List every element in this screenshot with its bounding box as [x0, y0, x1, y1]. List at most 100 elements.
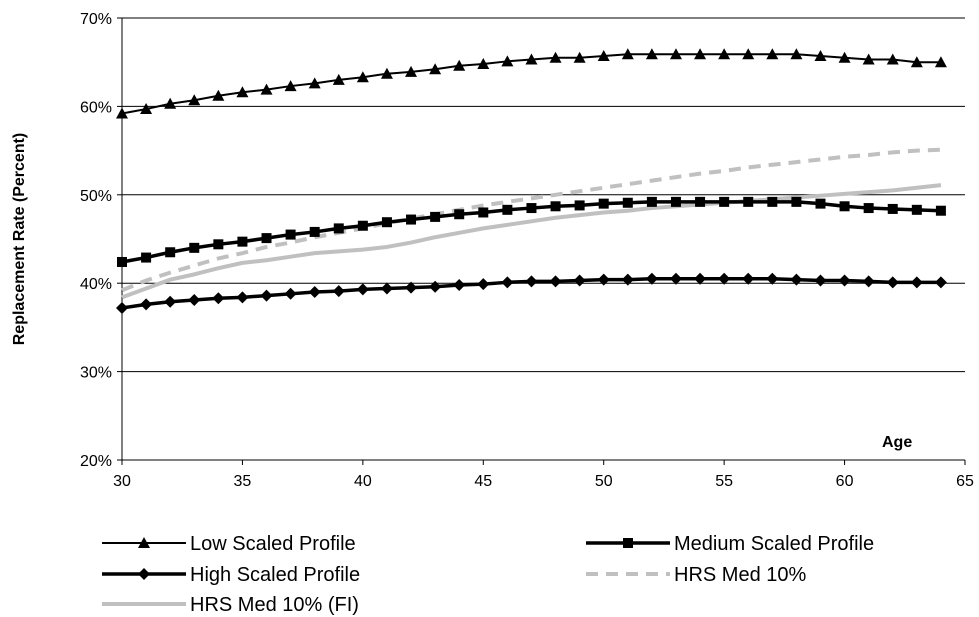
series-line-3 [121, 147, 941, 293]
legend: Low Scaled Profile Medium Scaled Profile H… [102, 533, 874, 616]
data-point-0-12 [405, 65, 418, 77]
series-line-4 [121, 183, 942, 300]
data-point-1-7 [285, 229, 296, 240]
data-point-0-34 [934, 56, 947, 68]
legend-item-2: High Scaled Profile [102, 564, 360, 586]
data-point-1-21 [622, 197, 633, 208]
data-point-2-23 [669, 272, 682, 285]
data-point-2-4 [212, 292, 225, 305]
data-point-2-5 [236, 291, 249, 304]
x-tick-label-5: 55 [715, 473, 733, 490]
data-point-2-21 [621, 273, 634, 286]
x-tick-label-3: 45 [474, 473, 492, 490]
x-axis-title: Age [882, 434, 912, 451]
data-point-2-26 [742, 272, 755, 285]
data-point-0-8 [308, 77, 321, 89]
legend-item-0: Low Scaled Profile [102, 533, 356, 555]
data-point-2-6 [260, 289, 273, 302]
data-point-0-28 [790, 48, 803, 60]
legend-label-3: HRS Med 10% [674, 564, 806, 586]
data-point-2-8 [308, 286, 321, 299]
data-point-1-28 [791, 196, 802, 207]
data-point-0-7 [284, 80, 297, 92]
data-point-1-17 [526, 203, 537, 214]
y-tick-label-5: 70% [80, 11, 112, 28]
data-point-1-29 [815, 198, 826, 209]
data-point-2-15 [477, 278, 490, 291]
data-point-2-17 [525, 275, 538, 288]
data-point-0-20 [597, 50, 610, 62]
series-0 [116, 48, 947, 119]
data-point-1-0 [117, 256, 127, 267]
legend-marker-2 [138, 568, 150, 580]
data-point-1-14 [454, 209, 465, 220]
data-point-0-29 [814, 50, 827, 62]
data-point-2-3 [188, 293, 201, 306]
data-point-1-30 [839, 201, 850, 212]
data-point-1-13 [430, 211, 441, 222]
x-tick-label-7: 65 [956, 473, 974, 490]
data-point-0-32 [886, 53, 899, 65]
data-point-0-23 [669, 48, 682, 60]
data-point-1-20 [598, 198, 609, 209]
data-point-1-16 [502, 204, 513, 215]
data-point-1-12 [406, 214, 417, 225]
data-point-1-24 [695, 196, 706, 207]
data-point-1-19 [574, 200, 585, 211]
data-point-2-2 [164, 295, 177, 308]
data-point-1-33 [911, 204, 922, 215]
data-point-0-21 [621, 48, 634, 60]
y-axis-title: Replacement Rate (Percent) [11, 133, 28, 346]
data-point-1-11 [381, 217, 392, 228]
series-3 [121, 147, 941, 293]
data-point-1-6 [261, 233, 272, 244]
data-point-0-33 [910, 56, 923, 68]
data-point-1-23 [670, 196, 681, 207]
data-point-0-27 [766, 48, 779, 60]
data-point-2-13 [429, 280, 442, 293]
y-tick-label-3: 50% [80, 188, 112, 205]
series-2 [116, 272, 947, 314]
data-point-0-9 [332, 73, 345, 85]
data-point-2-24 [694, 272, 707, 285]
data-point-2-12 [405, 281, 418, 294]
data-point-0-26 [742, 48, 755, 60]
data-point-1-32 [887, 203, 898, 214]
data-point-2-33 [910, 276, 923, 289]
data-point-1-27 [767, 196, 778, 207]
data-point-2-0 [116, 301, 128, 314]
data-point-2-7 [284, 287, 297, 300]
data-point-2-34 [934, 276, 947, 289]
legend-label-1: Medium Scaled Profile [674, 533, 874, 555]
data-point-1-22 [646, 196, 657, 207]
data-point-0-4 [212, 89, 225, 101]
data-point-1-18 [550, 201, 561, 212]
data-point-2-19 [573, 274, 586, 287]
data-point-1-2 [165, 247, 176, 258]
data-point-1-5 [237, 236, 248, 247]
data-point-1-4 [213, 239, 224, 250]
data-point-2-16 [501, 276, 514, 289]
y-tick-label-0: 20% [80, 453, 112, 470]
data-point-0-2 [164, 97, 177, 109]
data-point-0-10 [356, 71, 369, 83]
data-point-2-28 [790, 273, 803, 286]
data-point-2-9 [332, 285, 345, 298]
data-point-1-25 [719, 196, 730, 207]
data-point-0-11 [380, 67, 393, 79]
x-axis-ticks: 30 35 40 45 50 55 60 65 [113, 460, 974, 490]
data-point-2-11 [380, 282, 393, 295]
data-point-2-32 [886, 276, 899, 289]
data-point-0-0 [116, 107, 128, 119]
data-point-1-10 [357, 220, 368, 231]
data-point-2-29 [814, 274, 827, 287]
legend-label-2: High Scaled Profile [190, 564, 360, 586]
legend-label-0: Low Scaled Profile [190, 533, 356, 555]
y-axis-ticks: 20% 30% 40% 50% 60% 70% [80, 11, 122, 470]
x-tick-label-2: 40 [354, 473, 372, 490]
legend-marker-1 [623, 538, 633, 548]
data-point-0-14 [453, 59, 466, 71]
data-point-2-10 [356, 283, 369, 296]
x-tick-label-0: 30 [113, 473, 131, 490]
